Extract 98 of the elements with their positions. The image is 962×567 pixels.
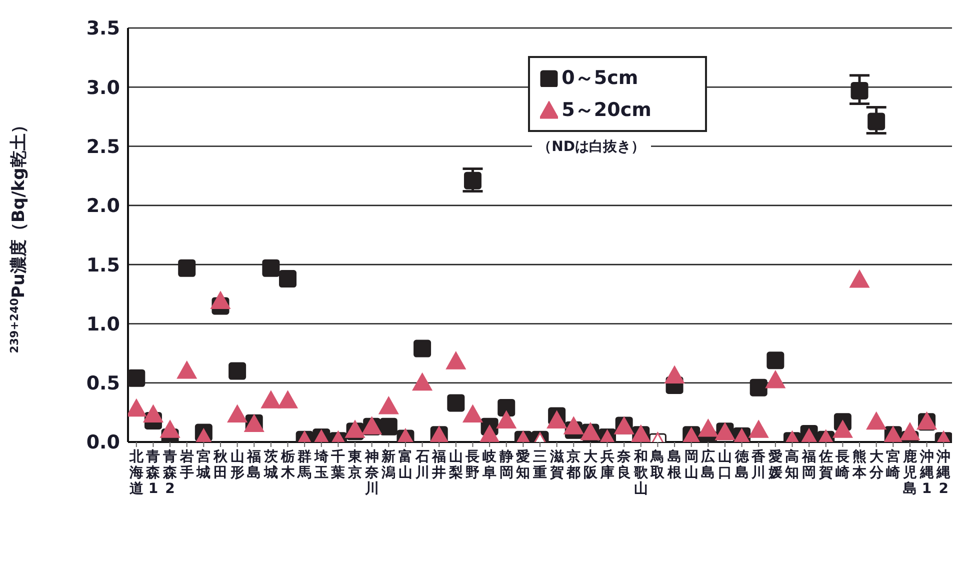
x-tick-label: 高知 bbox=[784, 448, 800, 481]
x-tick-label: 静岡 bbox=[498, 449, 514, 481]
point bbox=[128, 399, 146, 417]
x-tick-label: 岡山 bbox=[684, 449, 698, 481]
point bbox=[766, 370, 786, 388]
point bbox=[496, 410, 516, 428]
point bbox=[698, 419, 718, 437]
y-tick-label: 1.5 bbox=[86, 254, 120, 276]
legend-label: 0～5cm bbox=[562, 66, 638, 91]
point bbox=[832, 420, 852, 438]
x-tick-label: 京都 bbox=[566, 448, 581, 481]
x-tick-label: 福岡 bbox=[801, 448, 816, 481]
point bbox=[750, 378, 768, 396]
x-tick-label: 島根 bbox=[666, 449, 683, 481]
legend-label: 5～20cm bbox=[562, 98, 652, 123]
x-tick-label: 岩手 bbox=[178, 449, 194, 481]
x-tick-label: 富山 bbox=[398, 448, 412, 481]
x-tick-label: 和歌山 bbox=[632, 449, 649, 497]
x-tick-label: 鹿児島 bbox=[902, 448, 917, 497]
x-tick-label: 茨城 bbox=[262, 449, 279, 481]
x-tick-label: 千葉 bbox=[330, 448, 346, 481]
point bbox=[278, 390, 298, 408]
point bbox=[178, 259, 196, 277]
x-tick-label: 山形 bbox=[229, 449, 244, 481]
point bbox=[850, 82, 868, 100]
x-tick-label: 愛媛 bbox=[767, 449, 782, 481]
point bbox=[748, 420, 768, 438]
point bbox=[664, 366, 684, 384]
point bbox=[850, 270, 870, 288]
x-tick-label: 福井 bbox=[431, 448, 446, 481]
x-tick-label: 新潟 bbox=[380, 448, 396, 481]
x-tick-label: 山口 bbox=[718, 449, 732, 481]
point bbox=[866, 412, 886, 430]
point bbox=[380, 418, 398, 436]
point bbox=[547, 410, 567, 428]
x-tick-label: 埼玉 bbox=[313, 449, 328, 481]
point bbox=[480, 425, 500, 442]
annotation: （NDは白抜き） bbox=[532, 138, 652, 156]
x-tick-label: 滋賀 bbox=[548, 449, 564, 481]
point bbox=[464, 172, 482, 190]
x-tick-label: 神奈川 bbox=[364, 448, 380, 497]
point bbox=[414, 340, 432, 358]
point bbox=[279, 270, 297, 288]
point bbox=[262, 259, 280, 277]
point bbox=[228, 405, 248, 423]
x-tick-label: 栃木 bbox=[280, 449, 296, 481]
point bbox=[498, 398, 516, 416]
x-tick-label: 兵庫 bbox=[599, 448, 614, 481]
x-tick-label: 福島 bbox=[246, 448, 262, 481]
point bbox=[900, 422, 920, 440]
y-tick-label: 3.0 bbox=[86, 76, 120, 99]
point bbox=[160, 420, 180, 438]
x-tick-label: 青森2 bbox=[162, 449, 178, 497]
point bbox=[447, 394, 465, 412]
x-tick-label: 大阪 bbox=[583, 449, 598, 481]
x-tick-label: 徳島 bbox=[734, 449, 750, 481]
x-tick-label: 香川 bbox=[750, 449, 767, 481]
x-tick-label: 長野 bbox=[464, 449, 480, 481]
x-tick-label: 石川 bbox=[414, 449, 430, 481]
x-tick-label: 宮崎 bbox=[886, 448, 900, 481]
x-tick-label: 沖縄1 bbox=[918, 449, 934, 497]
x-tick-label: 奈良 bbox=[616, 449, 632, 481]
point bbox=[177, 361, 197, 379]
y-tick-label: 2.5 bbox=[86, 136, 120, 158]
point bbox=[446, 352, 466, 370]
x-tick-label: 群馬 bbox=[296, 449, 312, 481]
point bbox=[868, 112, 886, 130]
x-tick-label: 東京 bbox=[347, 449, 364, 481]
x-tick-label: 北海道 bbox=[128, 449, 144, 497]
y-tick-label: 0.5 bbox=[86, 372, 120, 395]
y-tick-label: 3.5 bbox=[86, 18, 120, 40]
x-tick-label: 大分 bbox=[868, 449, 884, 481]
point bbox=[261, 390, 281, 408]
point bbox=[378, 396, 398, 414]
y-tick-label: 1.0 bbox=[86, 313, 120, 336]
point bbox=[462, 405, 482, 423]
x-tick-label: 長崎 bbox=[834, 449, 850, 481]
x-tick-label: 岐阜 bbox=[482, 449, 498, 481]
x-tick-label: 鳥取 bbox=[650, 449, 666, 481]
point bbox=[210, 291, 230, 309]
x-tick-label: 三重 bbox=[532, 449, 547, 481]
x-tick-label: 佐賀 bbox=[818, 449, 833, 481]
y-tick-label: 0.0 bbox=[86, 432, 120, 454]
x-tick-label: 秋田 bbox=[212, 449, 228, 481]
point bbox=[766, 352, 784, 370]
x-tick-label: 愛知 bbox=[515, 449, 530, 481]
x-tick-label: 宮城 bbox=[196, 448, 211, 481]
x-tick-label: 広島 bbox=[700, 448, 716, 481]
x-tick-label: 沖縄2 bbox=[936, 449, 951, 497]
x-tick-label: 熊本 bbox=[852, 448, 868, 481]
point bbox=[228, 362, 246, 380]
y-tick-label: 2.0 bbox=[86, 195, 120, 218]
x-tick-label: 山梨 bbox=[448, 449, 463, 481]
point bbox=[412, 373, 432, 391]
point bbox=[143, 405, 163, 423]
point bbox=[564, 416, 584, 434]
x-tick-label: 青森1 bbox=[145, 449, 162, 497]
point bbox=[128, 369, 146, 387]
